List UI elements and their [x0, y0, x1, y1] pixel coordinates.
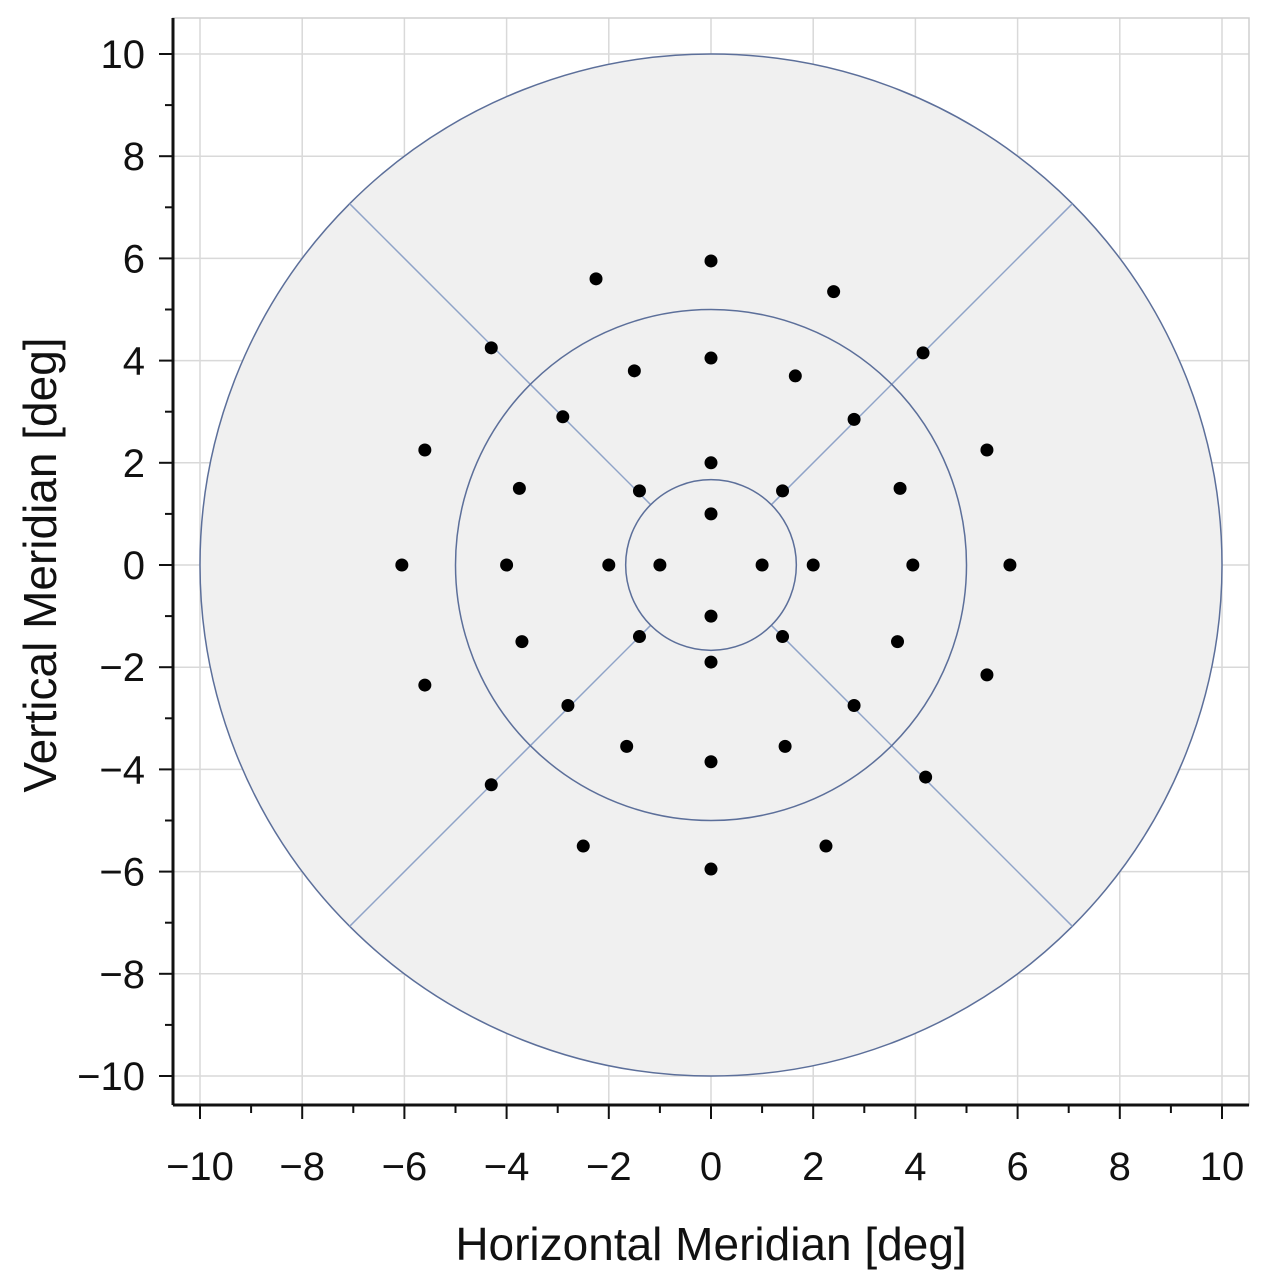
test-point [980, 443, 994, 457]
y-tick-label: −2 [99, 646, 145, 690]
y-tick-label: 4 [123, 340, 145, 384]
test-point [653, 558, 667, 572]
test-point [827, 285, 841, 299]
y-axis-title: Vertical Meridian [deg] [14, 337, 66, 792]
test-point [891, 635, 905, 649]
central-ring [624, 478, 798, 652]
test-point [980, 668, 994, 682]
x-tick-label: 2 [802, 1145, 824, 1189]
test-point [484, 778, 498, 792]
test-point [704, 456, 718, 470]
test-point [556, 410, 570, 424]
x-tick-label: −4 [484, 1145, 530, 1189]
x-tick-label: 4 [904, 1145, 926, 1189]
x-tick-label: 0 [700, 1145, 722, 1189]
test-point [632, 484, 646, 498]
test-point [627, 364, 641, 378]
test-point [847, 699, 861, 713]
test-point [589, 272, 603, 286]
middle-ring [454, 308, 968, 822]
test-point [778, 739, 792, 753]
y-tick-label: −6 [99, 851, 145, 895]
test-point [515, 635, 529, 649]
x-axis-title: Horizontal Meridian [deg] [455, 1218, 966, 1270]
test-point [602, 558, 616, 572]
test-point [576, 839, 590, 853]
test-point [919, 770, 933, 784]
x-tick-label: −2 [586, 1145, 632, 1189]
test-point [512, 481, 526, 495]
test-point [906, 558, 920, 572]
y-tick-label: 6 [123, 237, 145, 281]
test-point [632, 630, 646, 644]
test-point [484, 341, 498, 355]
test-point [561, 699, 575, 713]
ticks: −10 −8 −6 −4 −2 0 2 4 6 8 10 −10 −8 −6 −4 −2 0 2 4 6 8 10 [77, 33, 1244, 1189]
test-point [704, 254, 718, 268]
y-tick-label: 0 [123, 544, 145, 588]
test-point [1003, 558, 1017, 572]
test-point [620, 739, 634, 753]
test-point [819, 839, 833, 853]
test-point [755, 558, 769, 572]
x-tick-label: −10 [166, 1145, 234, 1189]
test-point [806, 558, 820, 572]
test-point [704, 755, 718, 769]
x-tick-label: −8 [279, 1145, 325, 1189]
test-point [893, 481, 907, 495]
x-tick-label: −6 [382, 1145, 428, 1189]
test-point [776, 630, 790, 644]
test-point [418, 678, 432, 692]
y-tick-label: 10 [101, 33, 146, 77]
y-tick-label: −4 [99, 748, 145, 792]
test-point [847, 412, 861, 426]
test-point [916, 346, 930, 360]
test-point [704, 609, 718, 623]
test-point [704, 655, 718, 669]
test-point [500, 558, 514, 572]
y-tick-label: 8 [123, 135, 145, 179]
y-tick-label: −10 [77, 1055, 145, 1099]
test-points [395, 254, 1017, 876]
test-point [395, 558, 409, 572]
test-point [788, 369, 802, 383]
test-regions [199, 53, 1223, 1077]
x-tick-label: 8 [1109, 1145, 1131, 1189]
quadrant-divider [349, 203, 652, 506]
test-point [704, 507, 718, 521]
y-tick-label: 2 [123, 442, 145, 486]
y-tick-label: −8 [99, 953, 145, 997]
quadrant-divider [349, 624, 652, 927]
x-tick-label: 10 [1200, 1145, 1245, 1189]
test-point [704, 862, 718, 876]
x-tick-label: 6 [1006, 1145, 1028, 1189]
test-point [704, 351, 718, 365]
test-point [418, 443, 432, 457]
test-point [776, 484, 790, 498]
